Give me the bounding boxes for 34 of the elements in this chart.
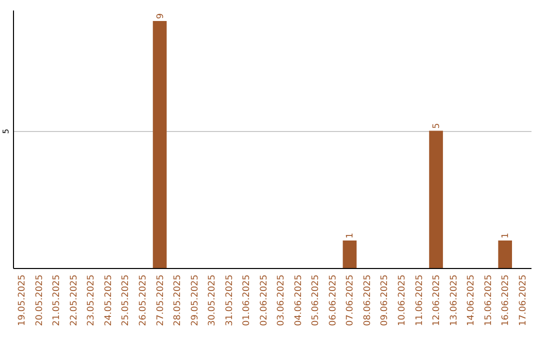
x-tick-label: 02.06.2025 [259, 274, 270, 326]
x-tick-label: 13.06.2025 [449, 274, 460, 326]
data-label: 1 [501, 232, 512, 239]
x-tick-label: 11.06.2025 [414, 274, 425, 326]
x-tick-label: 30.05.2025 [208, 274, 218, 326]
x-tick-label: 26.05.2025 [138, 274, 148, 326]
x-tick-label: 21.05.2025 [52, 274, 62, 326]
x-tick-label: 03.06.2025 [276, 274, 287, 326]
x-tick-label: 19.05.2025 [18, 274, 28, 326]
x-tick-label: 04.06.2025 [294, 274, 304, 326]
x-tick-label: 29.05.2025 [190, 274, 200, 326]
x-tick-label: 28.05.2025 [173, 274, 184, 326]
x-tick-label: 23.05.2025 [86, 274, 97, 326]
x-tick-label: 05.06.2025 [311, 274, 322, 326]
x-tick-label: 01.06.2025 [242, 274, 252, 326]
data-label: 5 [432, 123, 442, 129]
x-tick-label: 15.06.2025 [484, 274, 494, 326]
x-tick-label: 27.05.2025 [156, 274, 166, 326]
x-tick-label: 12.06.2025 [432, 274, 442, 326]
x-tick-label: 10.06.2025 [398, 274, 408, 326]
x-tick-label: 14.06.2025 [466, 274, 477, 326]
x-tick-label: 16.06.2025 [501, 274, 512, 326]
x-tick-label: 09.06.2025 [380, 274, 390, 326]
x-tick-label: 17.06.2025 [518, 274, 528, 326]
x-tick-label: 22.05.2025 [69, 274, 80, 326]
x-tick-label: 25.05.2025 [121, 274, 132, 326]
x-tick-label: 24.05.2025 [104, 274, 114, 326]
x-tick-label: 08.06.2025 [362, 274, 373, 326]
x-tick-label: 20.05.2025 [34, 274, 45, 326]
x-tick-label: 07.06.2025 [346, 274, 356, 326]
data-label: 1 [346, 232, 356, 239]
x-tick-label: 31.05.2025 [224, 274, 235, 326]
x-tick-label: 06.06.2025 [328, 274, 338, 326]
data-label: 9 [156, 12, 166, 19]
